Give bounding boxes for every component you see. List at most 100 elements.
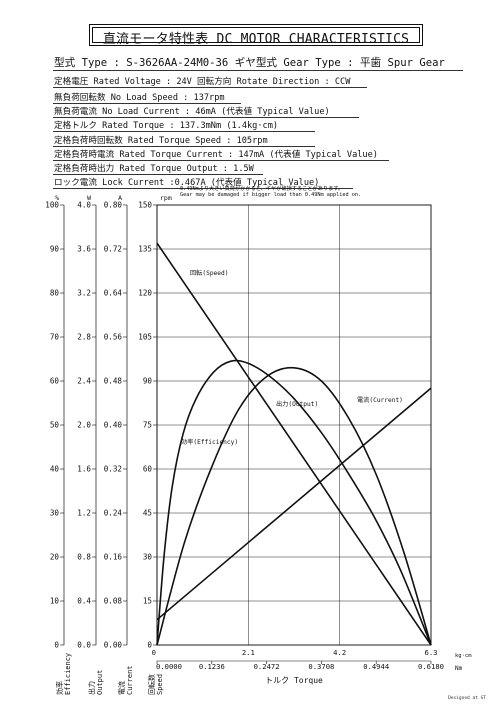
x-top-tick-label: 4.2 <box>333 648 346 657</box>
x-top-unit: kg·cm <box>455 653 472 659</box>
rule-3 <box>53 117 359 118</box>
x-bottom-tick-label: 0.1236 <box>199 662 225 671</box>
efficiency-axis-label-part: Efficiency <box>64 653 72 695</box>
speed-tick-label: 45 <box>143 509 152 518</box>
speed-tick-label: 15 <box>143 597 152 606</box>
no-load-current-line: 無負荷電流 No Load Current : 46mA (代表値 Typica… <box>54 107 330 117</box>
rule-2 <box>53 103 241 104</box>
speed-series-label: 回転(Speed) <box>190 269 228 277</box>
title-box-inner-border <box>92 27 420 43</box>
efficiency-tick-label: 50 <box>50 421 60 430</box>
rule-7 <box>53 174 263 175</box>
efficiency-series-label: 効率(Efficiency) <box>181 438 238 446</box>
model-underline <box>53 70 463 71</box>
x-bottom-tick-label: 0.3708 <box>308 662 334 671</box>
output-tick-label: 0.0 <box>77 641 91 650</box>
speed-tick-label: 60 <box>143 465 153 474</box>
title-box: 直流モータ特性表 DC MOTOR CHARACTERISTICS <box>89 24 423 47</box>
current-unit-label: A <box>118 194 122 202</box>
rule-4 <box>53 131 315 132</box>
x-bottom-unit: Nm <box>455 665 463 672</box>
speed-tick-label: 75 <box>143 421 152 430</box>
x-bottom-tick-label: 0.0000 <box>156 662 182 671</box>
efficiency-tick-label: 100 <box>45 201 59 210</box>
current-series-label: 電流(Current) <box>357 396 403 404</box>
output-tick-label: 3.6 <box>77 245 91 254</box>
output-tick-label: 4.0 <box>77 201 91 210</box>
x-axis-title: トルク Torque <box>265 676 323 685</box>
speed-tick-label: 105 <box>138 333 152 342</box>
x-top-tick-label: 2.1 <box>242 648 255 657</box>
warning-en: Gear may be damaged if bigger load than … <box>180 192 362 198</box>
current-tick-label: 0.00 <box>104 641 123 650</box>
output-series-label: 出力(Output) <box>276 400 318 408</box>
x-bottom-tick-label: 0.4944 <box>363 662 389 671</box>
output-axis-label: 出力 Output <box>87 670 104 695</box>
efficiency-tick-label: 30 <box>50 509 60 518</box>
speed-unit-label: rpm <box>160 194 172 202</box>
rule-5 <box>53 146 315 147</box>
speed-tick-label: 135 <box>138 245 152 254</box>
efficiency-series-line <box>156 359 432 646</box>
current-tick-label: 0.16 <box>104 553 123 562</box>
output-tick-label: 2.0 <box>77 421 91 430</box>
speed-tick-label: 30 <box>143 553 153 562</box>
output-axis-label-part: 出力 <box>87 681 96 695</box>
speed-tick-label: 0 <box>147 641 152 650</box>
x-top-tick-label: 6.3 <box>425 648 438 657</box>
sheet-title: 直流モータ特性表 DC MOTOR CHARACTERISTICS <box>102 32 410 47</box>
efficiency-tick-label: 0 <box>54 641 59 650</box>
model-type-line: 型式 Type : S-3626AA-24M0-36 ギヤ型式 Gear Typ… <box>54 57 445 69</box>
current-tick-label: 0.48 <box>104 377 123 386</box>
efficiency-axis-label-part: 効率 <box>55 681 64 695</box>
current-tick-label: 0.32 <box>104 465 122 474</box>
output-tick-label: 0.8 <box>77 553 91 562</box>
output-unit-label: W <box>87 194 91 202</box>
current-tick-label: 0.56 <box>104 333 123 342</box>
x-bottom-tick-label: 0.2472 <box>254 662 280 671</box>
rule-8 <box>53 188 353 189</box>
current-axis-label-part: Current <box>126 665 134 695</box>
current-tick-label: 0.40 <box>104 421 123 430</box>
warning-jp: 0.49Nmより大きい負荷がかかると、ギヤが破損することがあります。 <box>180 186 344 192</box>
speed-axis-label: 回転数 Speed <box>147 674 164 695</box>
efficiency-tick-label: 20 <box>50 553 60 562</box>
output-tick-label: 1.2 <box>77 509 91 518</box>
speed-tick-label: 90 <box>143 377 153 386</box>
no-load-speed-line: 無負荷回転数 No Load Speed : 137rpm <box>54 93 225 103</box>
efficiency-tick-label: 60 <box>50 377 60 386</box>
speed-axis-label-part: Speed <box>156 674 164 695</box>
output-tick-label: 2.8 <box>77 333 91 342</box>
current-tick-label: 0.08 <box>104 597 123 606</box>
efficiency-tick-label: 70 <box>50 333 60 342</box>
lock-current-line: ロック電流 Lock Current :0.467A (代表値 Typical … <box>54 178 320 188</box>
output-tick-label: 1.6 <box>77 465 91 474</box>
rated-torque-speed-line: 定格負荷時回転数 Rated Torque Speed : 105rpm <box>54 136 268 146</box>
rated-torque-current-line: 定格負荷時電流 Rated Torque Current : 147mA (代表… <box>54 150 378 160</box>
rule-1 <box>53 87 367 88</box>
rated-voltage-line: 定格電圧 Rated Voltage : 24V 回転方向 Rotate Dir… <box>54 77 351 87</box>
output-axis-label-part: Output <box>96 670 104 695</box>
rule-6 <box>53 160 389 161</box>
x-bottom-tick-label: 0.6180 <box>418 662 444 671</box>
x-top-tick-label: 0 <box>152 648 156 657</box>
speed-axis-label-part: 回転数 <box>147 674 156 695</box>
speed-tick-label: 150 <box>138 201 152 210</box>
speed-series-line <box>156 242 432 646</box>
current-axis-label: 電流 Current <box>117 665 134 695</box>
efficiency-unit-label: % <box>55 194 59 202</box>
efficiency-tick-label: 80 <box>50 289 60 298</box>
rated-torque-output-line: 定格負荷時出力 Rated Torque Output : 1.5W <box>54 164 254 174</box>
designed-note: Designed at GT <box>448 696 486 701</box>
efficiency-tick-label: 90 <box>50 245 60 254</box>
output-tick-label: 0.4 <box>77 597 91 606</box>
speed-tick-label: 120 <box>138 289 152 298</box>
current-tick-label: 0.72 <box>104 245 122 254</box>
current-axis-label-part: 電流 <box>117 681 126 695</box>
current-series-line <box>156 387 432 621</box>
current-tick-label: 0.64 <box>104 289 123 298</box>
current-tick-label: 0.24 <box>104 509 123 518</box>
efficiency-tick-label: 10 <box>50 597 60 606</box>
